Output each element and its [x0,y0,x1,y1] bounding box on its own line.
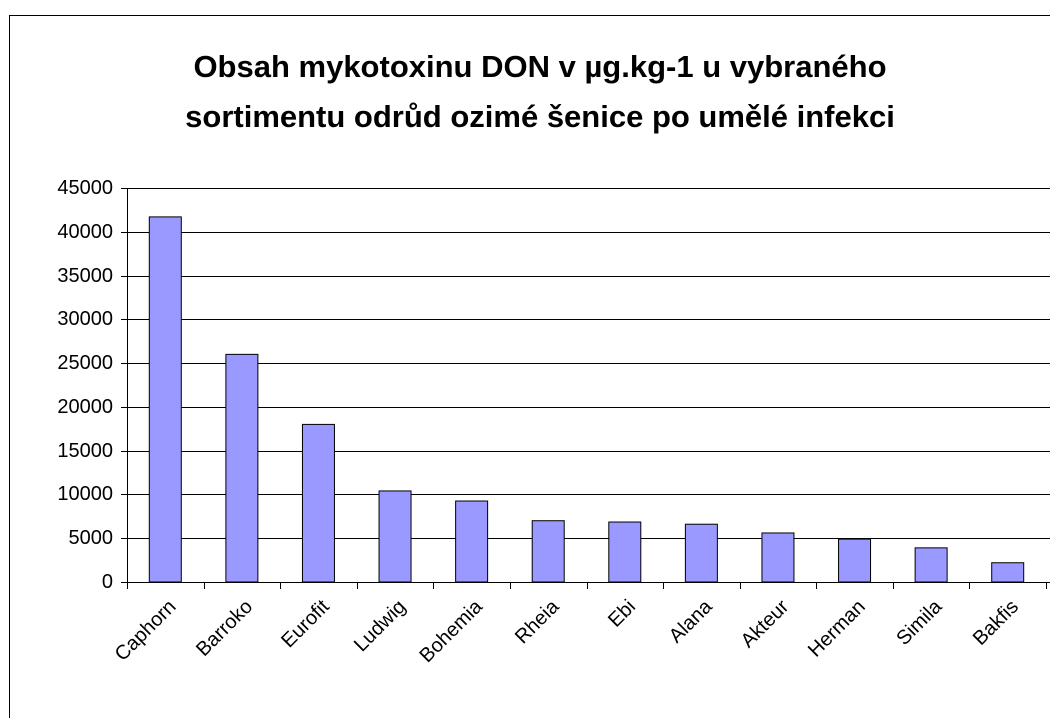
bar [838,538,872,583]
x-tick-label: Simila [892,595,947,650]
y-tick-label: 25000 [57,352,113,374]
y-tick-label: 10000 [57,483,113,505]
x-tick-label: Alana [665,595,717,647]
x-tick-label: Rheia [511,595,564,648]
x-tick-label: Eurofit [277,595,334,652]
bar [531,520,565,583]
x-tick-label: Herman [804,596,870,662]
x-tick-label: Ludwig [350,596,410,656]
x-tick-label: Caphorn [111,596,181,666]
chart-title: Obsah mykotoxinu DON v µg.kg-1 u vybrané… [185,49,895,134]
bar [761,532,795,583]
x-tick-label: Bakfis [969,596,1023,650]
y-tick-label: 30000 [57,308,113,330]
bar [914,547,948,583]
bar [148,216,182,583]
bar [378,490,412,583]
bar [608,521,642,583]
y-tick-label: 45000 [57,177,113,199]
bar [684,523,718,583]
x-tick-label: Barroko [192,596,257,661]
y-tick-label: 5000 [69,527,114,549]
bar [225,353,259,583]
x-tick-label: Ebi [604,596,640,632]
y-tick-label: 35000 [57,265,113,287]
y-tick-label: 15000 [57,440,113,462]
x-tick-label: Akteur [737,595,794,652]
bar [991,562,1025,583]
x-tick-label: Bohemia [416,595,488,667]
y-tick-label: 0 [102,571,113,593]
y-tick-label: 20000 [57,396,113,418]
bar [455,500,489,583]
bar [301,423,335,583]
y-tick-label: 40000 [57,221,113,243]
